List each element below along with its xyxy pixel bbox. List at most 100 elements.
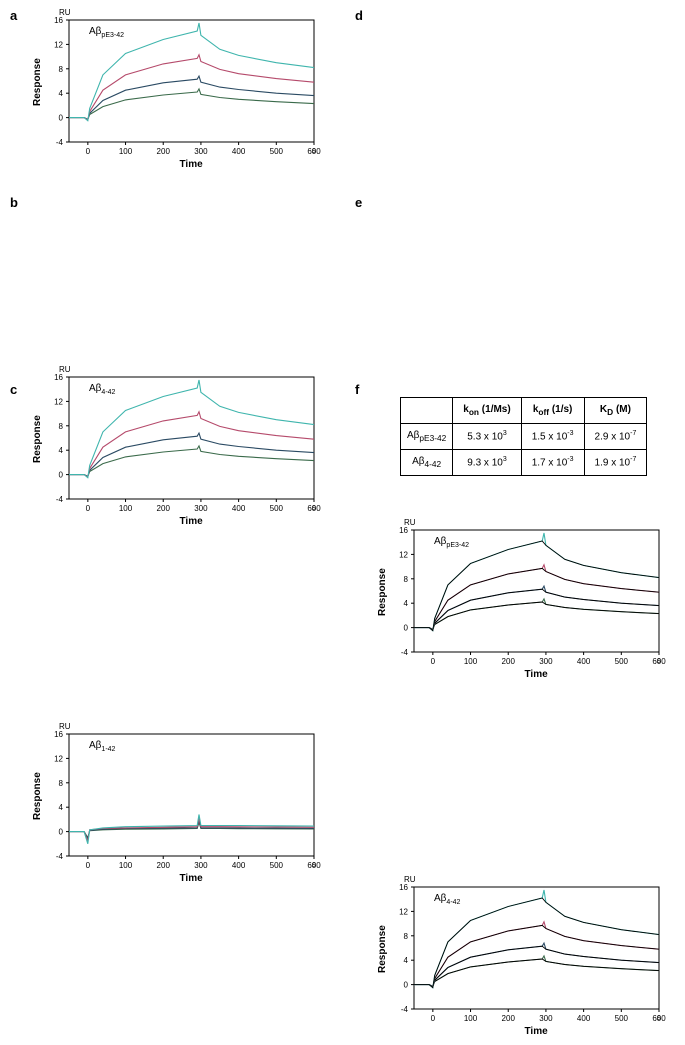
svg-text:300: 300 [539,1014,553,1023]
panel-label-e: e [355,195,362,210]
svg-text:4: 4 [59,89,64,98]
svg-text:-4: -4 [56,495,64,504]
s-unit: s [657,656,661,665]
svg-text:0: 0 [404,981,409,990]
panel-c-chart: RU s Response Time Aβ1-42 0 100 200 300 400 5… [24,722,685,892]
ylabel: Response [32,58,43,106]
panel-d-chart: RU s Response Time AβpE3-42 010020030040… [369,518,685,688]
svg-text:8: 8 [59,65,64,74]
svg-text:-4: -4 [401,648,409,657]
svg-text:200: 200 [502,657,516,666]
s-unit: s [312,860,316,869]
svg-text:100: 100 [119,861,133,870]
panel-label-c: c [10,382,17,397]
td: 1.7 x 10-3 [521,450,584,476]
panel-a-chart: RU s Response Time AβpE3-42 010020030040… [24,8,685,178]
svg-text:500: 500 [270,861,284,870]
svg-text:300: 300 [194,861,208,870]
xlabel: Time [525,669,548,680]
td: 9.3 x 103 [453,450,521,476]
svg-text:12: 12 [54,40,63,49]
svg-text:12: 12 [54,397,63,406]
chart-svg: 0100200300400500600-40481216 [369,518,669,688]
chart-svg: 0100200300400500600-40481216 [24,722,324,892]
svg-text:12: 12 [399,550,408,559]
td: AβpE3-42 [401,424,453,450]
table-row: AβpE3-425.3 x 1031.5 x 10-32.9 x 10-7 [401,424,647,450]
svg-text:500: 500 [615,657,629,666]
ru-unit: RU [59,8,71,17]
svg-text:-4: -4 [56,138,64,147]
svg-text:16: 16 [54,730,63,739]
svg-text:0: 0 [431,657,436,666]
svg-text:4: 4 [404,599,409,608]
th: KD (M) [584,398,647,424]
xlabel: Time [180,873,203,884]
ylabel: Response [377,925,388,973]
s-unit: s [657,1013,661,1022]
svg-text:200: 200 [157,861,171,870]
svg-text:500: 500 [270,504,284,513]
chart-svg: 0100200300400500600-40481216 [24,365,324,535]
svg-text:4: 4 [404,956,409,965]
svg-text:300: 300 [194,147,208,156]
svg-text:100: 100 [119,147,133,156]
panel-f-table: kon (1/Ms)koff (1/s)KD (M)AβpE3-425.3 x … [400,397,647,476]
svg-text:400: 400 [232,504,246,513]
svg-text:8: 8 [59,779,64,788]
td: 2.9 x 10-7 [584,424,647,450]
kinetics-table: kon (1/Ms)koff (1/s)KD (M)AβpE3-425.3 x … [400,397,647,476]
td: Aβ4-42 [401,450,453,476]
th: koff (1/s) [521,398,584,424]
ru-unit: RU [404,875,416,884]
svg-text:0: 0 [431,1014,436,1023]
svg-text:8: 8 [404,575,409,584]
chart-svg: 0100200300400500600-40481216 [369,875,669,1045]
peptide-label: Aβ1-42 [89,740,115,753]
svg-text:0: 0 [86,504,91,513]
table-row: Aβ4-429.3 x 1031.7 x 10-31.9 x 10-7 [401,450,647,476]
svg-text:200: 200 [157,504,171,513]
ru-unit: RU [404,518,416,527]
td: 1.9 x 10-7 [584,450,647,476]
svg-text:0: 0 [86,861,91,870]
ru-unit: RU [59,722,71,731]
svg-text:400: 400 [577,1014,591,1023]
svg-text:500: 500 [615,1014,629,1023]
svg-text:4: 4 [59,803,64,812]
svg-text:12: 12 [54,754,63,763]
peptide-label: Aβ4-42 [89,383,115,396]
svg-text:100: 100 [119,504,133,513]
ylabel: Response [32,415,43,463]
svg-text:12: 12 [399,907,408,916]
chart-svg: 0100200300400500600-40481216 [24,8,324,178]
ylabel: Response [377,568,388,616]
svg-text:16: 16 [54,373,63,382]
svg-text:500: 500 [270,147,284,156]
svg-text:4: 4 [59,446,64,455]
svg-text:8: 8 [59,422,64,431]
panel-e-chart: RU s Response Time Aβ4-42 01002003004005… [369,875,685,1045]
svg-text:-4: -4 [401,1005,409,1014]
svg-text:400: 400 [232,147,246,156]
svg-text:0: 0 [86,147,91,156]
s-unit: s [312,146,316,155]
svg-text:300: 300 [539,657,553,666]
svg-text:0: 0 [59,471,64,480]
svg-text:100: 100 [464,657,478,666]
xlabel: Time [180,516,203,527]
peptide-label: AβpE3-42 [89,26,124,39]
xlabel: Time [180,159,203,170]
xlabel: Time [525,1026,548,1037]
s-unit: s [312,503,316,512]
svg-text:16: 16 [399,526,408,535]
svg-text:400: 400 [232,861,246,870]
svg-text:16: 16 [54,16,63,25]
svg-text:0: 0 [59,828,64,837]
th: kon (1/Ms) [453,398,521,424]
svg-text:8: 8 [404,932,409,941]
td: 5.3 x 103 [453,424,521,450]
svg-text:0: 0 [404,624,409,633]
panel-label-b: b [10,195,18,210]
ylabel: Response [32,772,43,820]
